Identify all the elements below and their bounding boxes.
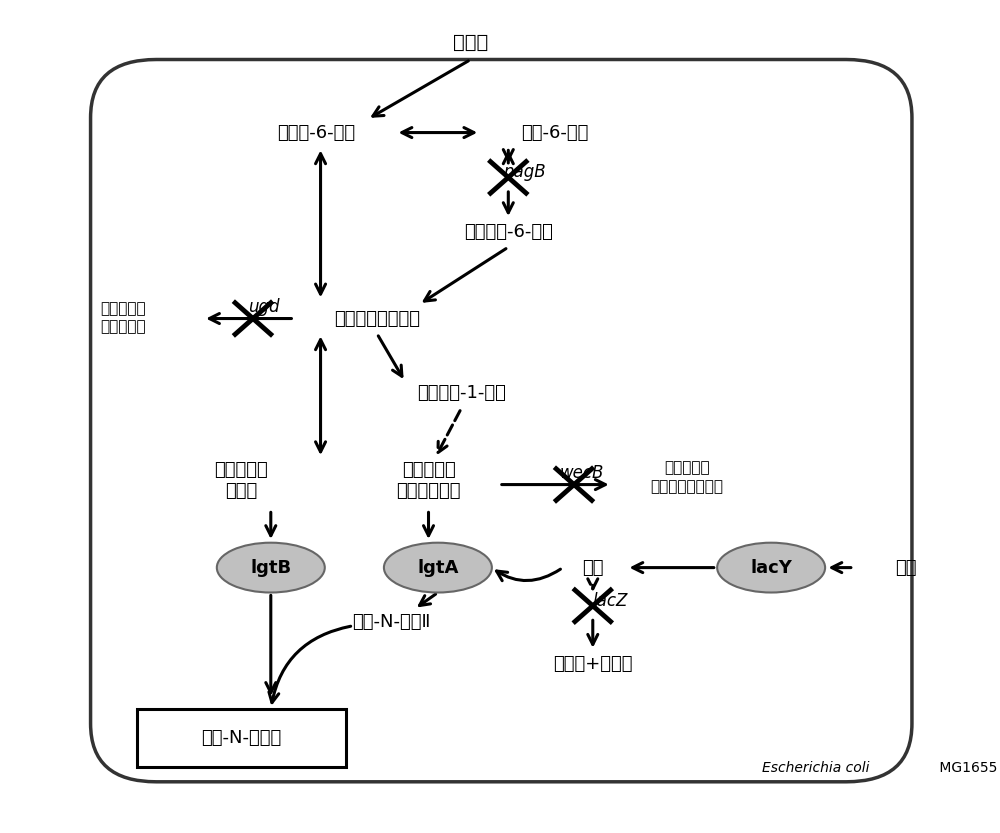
Text: MG1655: MG1655: [935, 761, 998, 776]
Ellipse shape: [717, 542, 825, 592]
Text: wecB: wecB: [559, 464, 604, 482]
Text: 乙酰基葡萄糖氨酸: 乙酰基葡萄糖氨酸: [650, 479, 723, 494]
Ellipse shape: [217, 542, 325, 592]
Text: 葡萄糖: 葡萄糖: [453, 33, 488, 52]
Text: 乳酰-N-新四糖: 乳酰-N-新四糖: [201, 729, 281, 747]
Text: 乙酰葡萄糖胺: 乙酰葡萄糖胺: [396, 482, 461, 501]
Text: 葡萄糖-6-磷酸: 葡萄糖-6-磷酸: [277, 123, 355, 142]
Text: 乳糖: 乳糖: [895, 559, 917, 576]
Text: 乳酰-N-四糖Ⅱ: 乳酰-N-四糖Ⅱ: [352, 613, 430, 631]
Text: 尿苷二磷酸: 尿苷二磷酸: [664, 461, 709, 476]
Text: 尿苷二磷酸葡萄糖: 尿苷二磷酸葡萄糖: [334, 310, 420, 327]
Text: lacZ: lacZ: [592, 591, 627, 610]
FancyBboxPatch shape: [137, 709, 346, 767]
Text: ugd: ugd: [248, 298, 280, 316]
Text: 葡萄糖胺-1-磷酸: 葡萄糖胺-1-磷酸: [417, 384, 506, 402]
FancyBboxPatch shape: [91, 59, 912, 782]
Text: 乳糖: 乳糖: [582, 559, 604, 576]
Ellipse shape: [384, 542, 492, 592]
Text: 半乳糖: 半乳糖: [225, 482, 257, 501]
Text: 葡萄糖胺-6-磷酸: 葡萄糖胺-6-磷酸: [464, 223, 553, 242]
Text: 尿苷二磷酸: 尿苷二磷酸: [402, 461, 455, 480]
Text: 尿苷二磷酸: 尿苷二磷酸: [101, 301, 146, 316]
Text: lacY: lacY: [750, 559, 792, 576]
Text: 葡萄糖醛酸: 葡萄糖醛酸: [101, 319, 146, 334]
Text: 果糖-6-磷酸: 果糖-6-磷酸: [522, 123, 589, 142]
Text: lgtA: lgtA: [417, 559, 459, 576]
Text: nagB: nagB: [504, 162, 547, 181]
Text: Escherichia coli: Escherichia coli: [762, 761, 869, 776]
Text: lgtB: lgtB: [250, 559, 291, 576]
Text: 尿苷二磷酸: 尿苷二磷酸: [214, 461, 268, 480]
Text: 葡萄糖+半乳糖: 葡萄糖+半乳糖: [553, 655, 633, 673]
